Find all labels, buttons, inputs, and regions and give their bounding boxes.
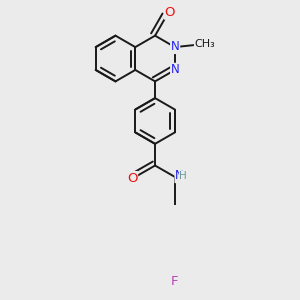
Text: N: N bbox=[175, 169, 184, 182]
Text: N: N bbox=[171, 40, 179, 53]
Text: CH₃: CH₃ bbox=[195, 39, 215, 49]
Text: O: O bbox=[127, 172, 137, 185]
Text: O: O bbox=[165, 6, 175, 19]
Text: N: N bbox=[171, 64, 179, 76]
Text: H: H bbox=[179, 171, 187, 181]
Text: F: F bbox=[171, 275, 179, 288]
